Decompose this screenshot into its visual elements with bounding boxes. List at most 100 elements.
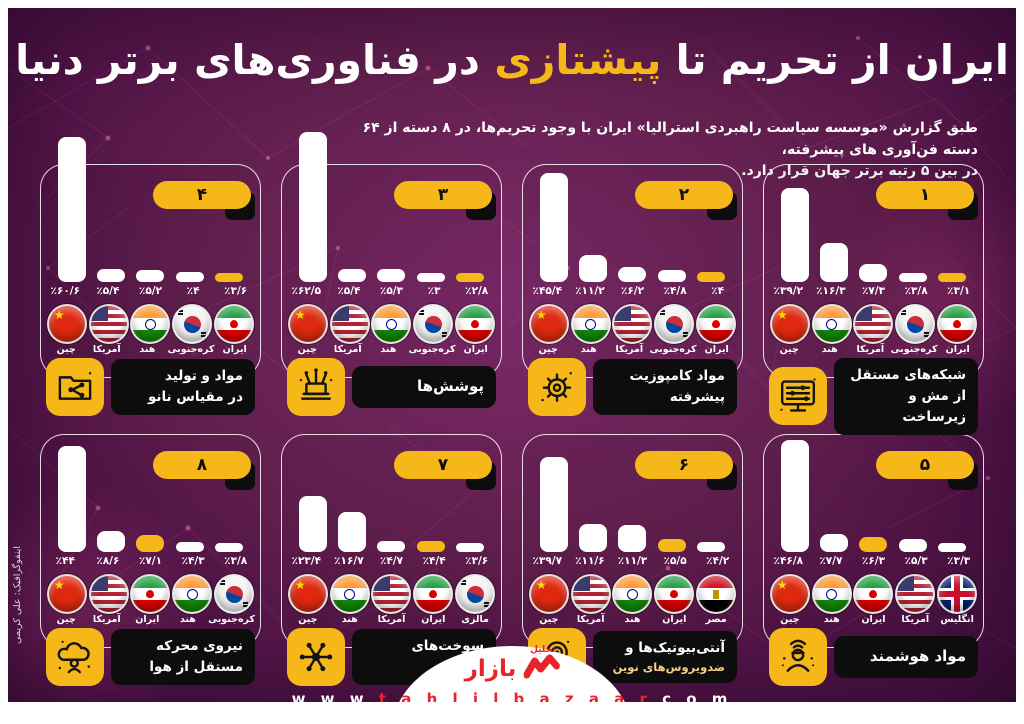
- value-label: ٪۷/۳: [861, 285, 886, 297]
- south-korea-flag-icon: [895, 304, 936, 344]
- value-label: ٪۴/۸: [663, 285, 687, 297]
- usa-flag-icon: [895, 574, 936, 614]
- country-name: ایران: [135, 614, 160, 625]
- category-title-line: مواد هوشمند: [869, 647, 966, 666]
- category-title-line: از مش و زیرساخت: [902, 387, 966, 425]
- infographic-canvas: ایران از تحریم تا پیشتازی در فناوری‌های …: [8, 8, 1016, 702]
- category-title-line: مستقل از هوا: [149, 659, 243, 675]
- bar-china: [780, 187, 809, 282]
- country-name: کره‌جنوبی: [167, 344, 215, 355]
- country-name: ایران: [662, 614, 687, 625]
- bar-chart: [775, 132, 972, 282]
- network-panel-icon: [769, 367, 827, 426]
- value-label: ٪۵/۳: [904, 555, 928, 567]
- category-title: شبکه‌های مستقل از مش و زیرساخت: [834, 358, 978, 435]
- usa-flag-icon: [371, 574, 412, 614]
- china-flag-icon: [528, 574, 569, 614]
- bar-china: [539, 456, 568, 552]
- india-flag-icon: [612, 574, 653, 614]
- country-name: هند: [139, 344, 156, 355]
- country-names-row: چین آمریکا ایران هند کره‌جنوبی: [46, 614, 255, 625]
- india-flag-icon: [130, 304, 171, 344]
- usa-flag-icon: [570, 574, 611, 614]
- bar-china: [298, 132, 327, 282]
- value-label: ٪۴/۲: [706, 555, 730, 567]
- iran-flag-icon: [214, 304, 255, 344]
- tech-card-rank-1: ۱ ٪۳۹/۲ ٪۱۶/۳ ٪۷/۳ ٪۳/۸ ٪۳/۱ چین هند آمریکا کره…: [761, 126, 986, 435]
- flags-row: [769, 304, 978, 344]
- cards-row-1: ۱ ٪۳۹/۲ ٪۱۶/۳ ٪۷/۳ ٪۳/۸ ٪۳/۱ چین هند آمریکا کره…: [38, 126, 986, 435]
- flags-row: [528, 304, 737, 344]
- bar-south-korea: [416, 273, 445, 282]
- nano-share-icon: [46, 358, 104, 416]
- bar-iran-highlight: [215, 273, 244, 282]
- website-url[interactable]: w w w t a h l i l b a z a a r c o m: [8, 690, 1016, 702]
- country-name: ایران: [463, 344, 488, 355]
- china-flag-icon: [769, 574, 810, 614]
- south-korea-flag-icon: [413, 304, 454, 344]
- bar-india: [579, 255, 608, 282]
- bar-usa: [579, 524, 608, 552]
- bar-iran-highlight: [938, 273, 967, 282]
- country-name: مالزی: [461, 614, 489, 625]
- category-title-line: مواد و تولید: [164, 368, 243, 385]
- value-label: ٪۳/۸: [224, 555, 248, 567]
- bar-usa: [618, 267, 647, 282]
- tech-card-rank-7: ۷ ٪۲۳/۴ ٪۱۶/۷ ٪۴/۷ ٪۴/۴ ٪۳/۶ چین هند آمریکا ایر…: [279, 396, 504, 686]
- china-flag-icon: [287, 304, 328, 344]
- bar-china: [539, 173, 568, 282]
- bar-chart: [52, 132, 249, 282]
- category-title-line: مواد کامپوزیت: [629, 368, 725, 385]
- south-korea-flag-icon: [654, 304, 695, 344]
- value-label: ٪۴: [711, 285, 725, 297]
- tech-card-rank-3: ۳ ٪۶۲/۵ ٪۵/۴ ٪۵/۳ ٪۳ ٪۲/۸ چین آمریکا هند کره‌جن…: [279, 126, 504, 416]
- country-name: مصر: [705, 614, 727, 625]
- value-label: ٪۳/۶: [465, 555, 489, 567]
- value-label: ٪۵/۴: [337, 285, 361, 297]
- flags-row: [769, 574, 978, 614]
- category-title-line: نیروی محرکه: [156, 638, 243, 655]
- south-korea-flag-icon: [214, 574, 255, 614]
- country-name: چین: [779, 344, 799, 355]
- value-label: ٪۴۴: [55, 555, 75, 567]
- bar-south-korea: [657, 270, 686, 282]
- bar-usa: [859, 264, 888, 282]
- iran-flag-icon: [130, 574, 171, 614]
- value-labels-row: ٪۴۶/۸ ٪۷/۷ ٪۶/۳ ٪۵/۳ ٪۳/۳: [767, 555, 980, 567]
- country-name: هند: [821, 344, 838, 355]
- value-label: ٪۷/۱: [138, 555, 163, 567]
- rank-badge: ۶: [635, 451, 733, 479]
- flags-row: [287, 574, 496, 614]
- bar-south-korea: [456, 543, 485, 552]
- value-labels-row: ٪۴۵/۴ ٪۱۱/۲ ٪۶/۲ ٪۴/۸ ٪۴: [526, 285, 739, 297]
- category-title: مواد هوشمند: [834, 636, 978, 678]
- country-names-row: چین هند ایران آمریکا انگلیس: [769, 614, 978, 625]
- value-label: ٪۵/۳: [379, 285, 404, 297]
- category-title: نیروی محرکه مستقل از هوا: [111, 629, 255, 685]
- country-name: چین: [297, 344, 317, 355]
- bar-india: [136, 269, 165, 282]
- category-block: نیروی محرکه مستقل از هوا: [46, 628, 255, 686]
- rank-badge: ۴: [153, 181, 251, 209]
- bar-india: [377, 269, 406, 282]
- brand-logo: بازار تحلیل: [465, 645, 560, 684]
- value-label: ٪۳/۳: [947, 555, 971, 567]
- bar-chart: [52, 402, 249, 552]
- india-flag-icon: [811, 304, 852, 344]
- bar-india: [820, 242, 849, 282]
- value-label: ٪۴۶/۸: [773, 555, 804, 567]
- egypt-flag-icon: [696, 574, 737, 614]
- url-com: c o m: [662, 690, 733, 702]
- value-labels-row: ٪۶۰/۶ ٪۵/۴ ٪۵/۲ ٪۴ ٪۳/۶: [44, 285, 257, 297]
- category-title: آنتی‌بیوتیک‌ها و ضدویروس‌های نوین: [593, 630, 737, 684]
- flags-row: [46, 574, 255, 614]
- country-name: ایران: [421, 614, 446, 625]
- country-name: چین: [298, 614, 318, 625]
- value-label: ٪۶۰/۶: [50, 285, 81, 297]
- tech-card-rank-8: ۸ ٪۴۴ ٪۸/۶ ٪۷/۱ ٪۴/۳ ٪۳/۸ چین آمریکا ایران هند ک…: [38, 396, 263, 686]
- value-label: ٪۳: [427, 285, 441, 297]
- value-labels-row: ٪۳۹/۲ ٪۱۶/۳ ٪۷/۳ ٪۳/۸ ٪۳/۱: [767, 285, 980, 297]
- bar-chart: [534, 402, 731, 552]
- value-label: ٪۴/۳: [181, 555, 205, 567]
